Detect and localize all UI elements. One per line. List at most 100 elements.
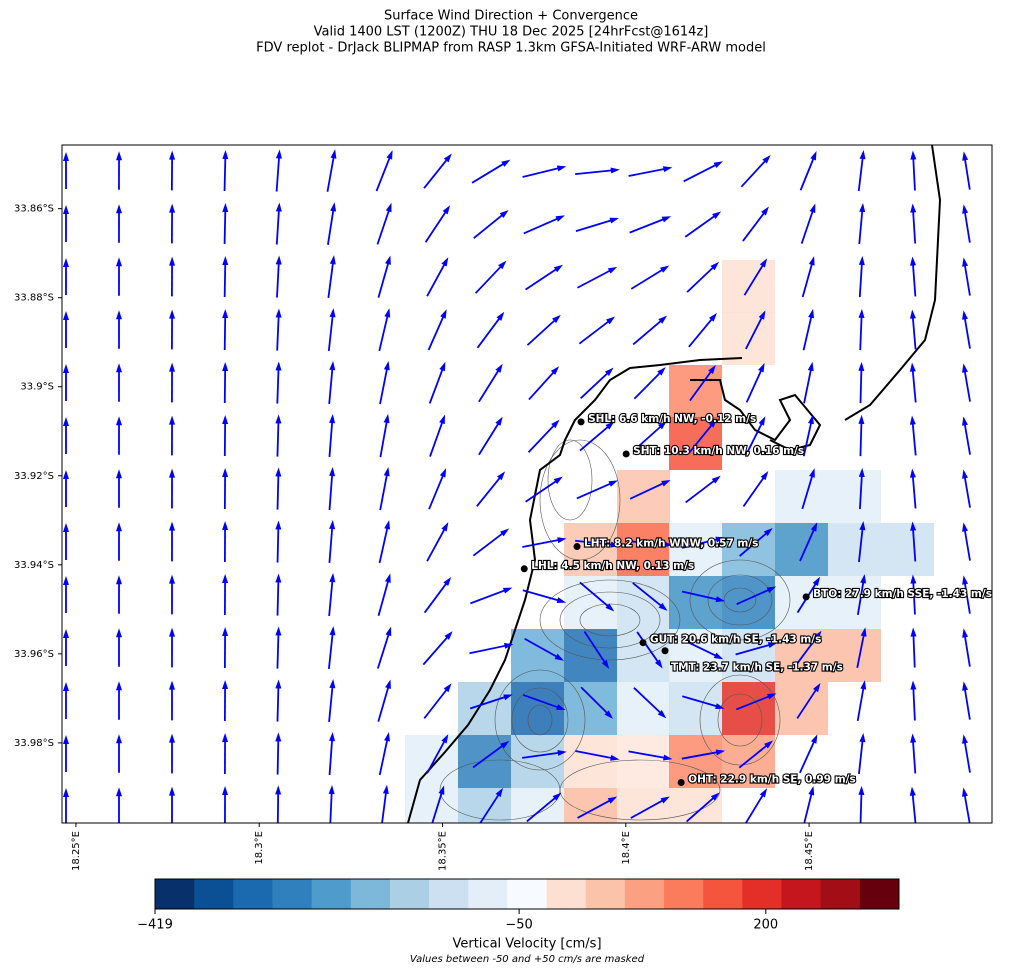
convergence-cell [722, 312, 775, 365]
wind-shaft [328, 628, 334, 670]
wind-head [758, 310, 766, 320]
wind-head [497, 471, 506, 481]
wind-head [275, 414, 282, 424]
wind-head [63, 204, 70, 214]
convergence-cell [669, 735, 722, 788]
wind-shaft [628, 750, 670, 760]
wind-head [807, 361, 814, 372]
wind-shaft [856, 630, 866, 668]
wind-shaft [276, 258, 280, 298]
wind-head [859, 202, 866, 213]
wind-head [496, 311, 505, 321]
wind-shaft [859, 364, 863, 404]
wind-head [858, 361, 865, 371]
wind-head [275, 361, 282, 371]
wind-head [764, 740, 774, 749]
colorbar-swatch [781, 879, 822, 909]
wind-shaft [471, 160, 509, 184]
wind-shaft [583, 631, 609, 667]
title-line: Valid 1400 LST (1200Z) THU 18 Dec 2025 [… [314, 25, 709, 40]
wind-head [116, 681, 123, 691]
wind-shaft [580, 686, 612, 718]
wind-head [715, 703, 725, 709]
wind-head [503, 694, 513, 701]
wind-shaft [859, 311, 863, 351]
wind-shaft [476, 313, 504, 349]
wind-head [169, 627, 176, 637]
wind-shaft [683, 639, 721, 659]
wind-shaft [528, 367, 558, 401]
wind-shaft [526, 316, 560, 346]
wind-head [660, 265, 670, 273]
wind-head [382, 784, 389, 795]
wind-head [553, 476, 563, 485]
wind-shaft [375, 152, 393, 192]
convergence-cell [511, 788, 564, 823]
wind-head [859, 150, 866, 160]
convergence-cell [722, 682, 775, 735]
wind-head [810, 150, 817, 161]
wind-shaft [328, 681, 334, 723]
terrain-contours [439, 439, 791, 821]
wind-head [552, 314, 561, 324]
convergence-cell [564, 629, 617, 682]
wind-head [169, 733, 176, 743]
wind-head [858, 785, 865, 795]
wind-head [910, 627, 917, 637]
wind-head [384, 732, 390, 742]
wind-head [328, 784, 335, 795]
wind-shaft [686, 263, 718, 293]
wind-head [222, 573, 229, 584]
wind-head [63, 522, 70, 532]
wind-head [222, 361, 229, 372]
wind-head [808, 414, 814, 425]
wind-head [909, 309, 916, 319]
convergence-cell [828, 629, 881, 682]
wind-head [859, 732, 866, 743]
wind-head [657, 367, 666, 376]
colorbar-tick-label: −419 [137, 918, 173, 933]
wind-head [500, 528, 510, 537]
wind-head [222, 732, 229, 743]
wind-head [443, 153, 452, 163]
wind-head [762, 154, 771, 164]
wind-shaft [575, 168, 617, 176]
wind-head [500, 740, 510, 749]
wind-shaft [636, 631, 662, 667]
x-tick-label: 18.45°E [804, 831, 815, 871]
wind-shaft [423, 578, 451, 614]
wind-head [440, 309, 447, 319]
wind-head [658, 602, 668, 611]
wind-shaft [800, 206, 816, 244]
convergence-cell [617, 735, 670, 788]
wind-head [607, 266, 618, 274]
station-label: LHT: 8.2 km/h WNW, 0.57 m/s [584, 538, 758, 550]
wind-shaft [859, 417, 863, 457]
wind-head [385, 255, 391, 265]
wind-head [442, 205, 451, 215]
wind-head [275, 785, 282, 795]
wind-head [275, 308, 282, 318]
wind-head [962, 416, 968, 426]
convergence-cell [775, 576, 828, 629]
wind-head [222, 626, 229, 637]
wind-head [808, 256, 815, 266]
wind-vectors [63, 149, 971, 823]
wind-head [607, 796, 618, 804]
wind-head [329, 573, 336, 583]
wind-head [910, 256, 917, 266]
wind-head [713, 161, 723, 169]
wind-head [329, 361, 336, 371]
wind-shaft [578, 317, 614, 345]
wind-shaft [742, 472, 768, 508]
wind-head [556, 597, 567, 603]
colorbar-swatch [664, 879, 704, 909]
station-point [520, 565, 528, 573]
wind-head [495, 787, 504, 798]
wind-head [962, 310, 968, 320]
wind-shaft [858, 258, 864, 298]
colorbar-swatch [311, 879, 352, 909]
wind-head [910, 521, 917, 531]
wind-head [275, 255, 282, 265]
wind-head [169, 521, 176, 531]
